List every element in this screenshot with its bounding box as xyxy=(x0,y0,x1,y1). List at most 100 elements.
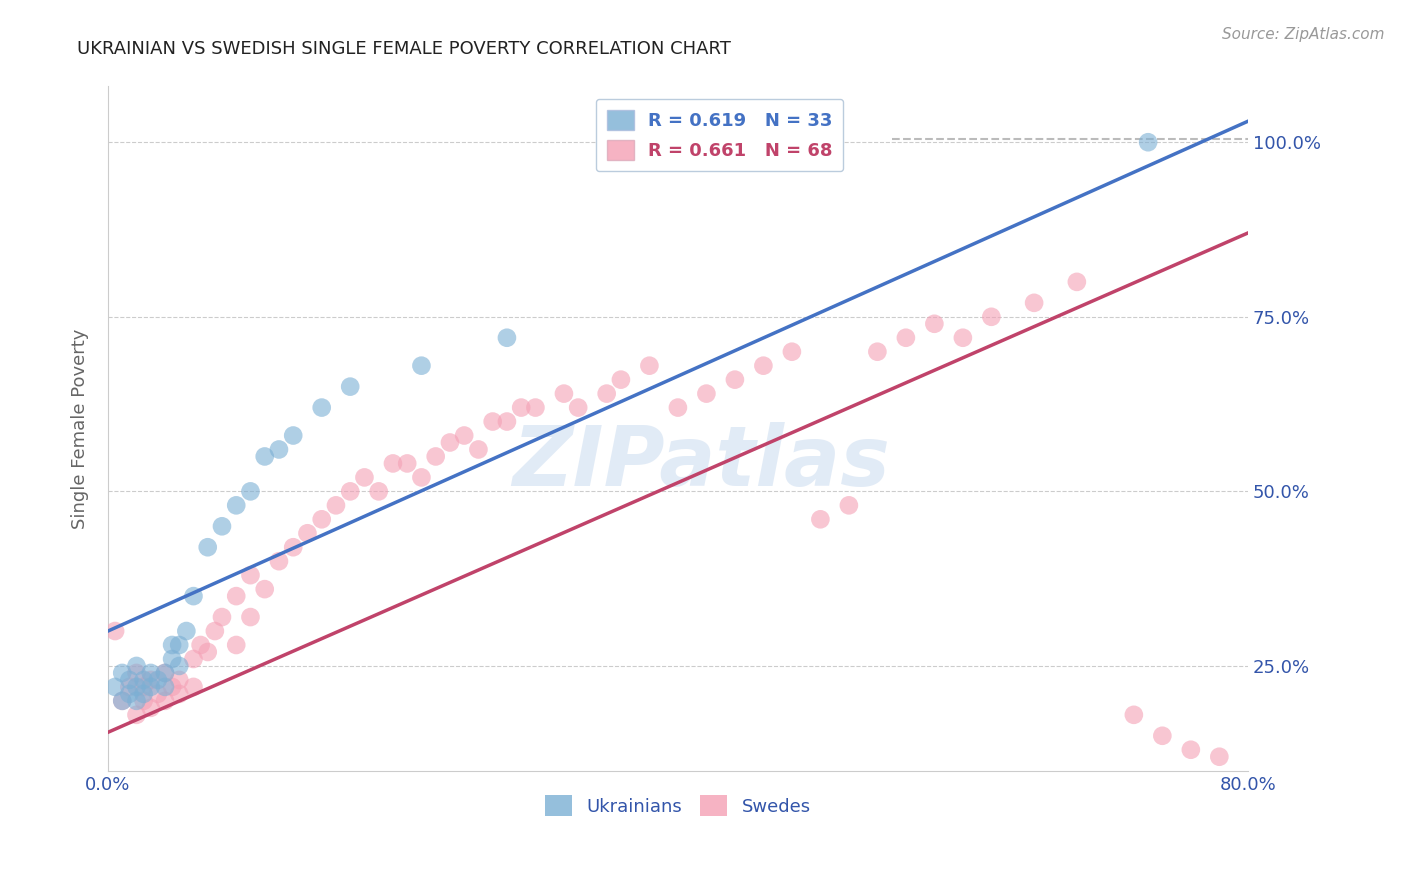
Point xyxy=(239,610,262,624)
Point xyxy=(411,470,433,484)
Point xyxy=(204,624,226,638)
Point xyxy=(780,344,803,359)
Point xyxy=(225,499,247,513)
Point xyxy=(481,415,503,429)
Point xyxy=(267,442,290,457)
Point xyxy=(239,568,262,582)
Point xyxy=(111,694,134,708)
Point xyxy=(132,694,155,708)
Point xyxy=(510,401,533,415)
Point xyxy=(1122,707,1144,722)
Point xyxy=(132,673,155,687)
Point xyxy=(638,359,661,373)
Point xyxy=(153,694,176,708)
Text: UKRAINIAN VS SWEDISH SINGLE FEMALE POVERTY CORRELATION CHART: UKRAINIAN VS SWEDISH SINGLE FEMALE POVER… xyxy=(77,40,731,58)
Point xyxy=(894,331,917,345)
Point xyxy=(924,317,946,331)
Point xyxy=(283,540,305,554)
Point xyxy=(139,701,162,715)
Point xyxy=(111,665,134,680)
Point xyxy=(197,645,219,659)
Y-axis label: Single Female Poverty: Single Female Poverty xyxy=(72,328,89,529)
Point xyxy=(153,665,176,680)
Point xyxy=(808,512,831,526)
Point xyxy=(267,554,290,568)
Point xyxy=(118,680,141,694)
Point xyxy=(125,665,148,680)
Point xyxy=(225,638,247,652)
Point xyxy=(524,401,547,415)
Point xyxy=(125,680,148,694)
Point xyxy=(439,435,461,450)
Point xyxy=(496,331,519,345)
Point xyxy=(132,687,155,701)
Point xyxy=(1152,729,1174,743)
Point xyxy=(125,694,148,708)
Point xyxy=(411,359,433,373)
Point xyxy=(211,519,233,533)
Point xyxy=(253,582,276,596)
Point xyxy=(666,401,689,415)
Point xyxy=(146,687,169,701)
Point xyxy=(183,680,205,694)
Point xyxy=(695,386,717,401)
Point xyxy=(1137,135,1160,149)
Point xyxy=(425,450,447,464)
Point xyxy=(297,526,319,541)
Point xyxy=(104,680,127,694)
Point xyxy=(104,624,127,638)
Point xyxy=(453,428,475,442)
Point xyxy=(367,484,389,499)
Point xyxy=(160,638,183,652)
Point xyxy=(153,680,176,694)
Point xyxy=(724,373,747,387)
Point xyxy=(225,589,247,603)
Point xyxy=(838,499,860,513)
Point xyxy=(1066,275,1088,289)
Point xyxy=(167,638,190,652)
Point xyxy=(111,694,134,708)
Point xyxy=(153,665,176,680)
Point xyxy=(139,673,162,687)
Point xyxy=(176,624,198,638)
Point xyxy=(118,687,141,701)
Point xyxy=(353,470,375,484)
Point xyxy=(167,659,190,673)
Point xyxy=(325,499,347,513)
Point xyxy=(125,707,148,722)
Point xyxy=(167,687,190,701)
Point xyxy=(952,331,974,345)
Point xyxy=(183,652,205,666)
Point xyxy=(197,540,219,554)
Point xyxy=(211,610,233,624)
Point xyxy=(339,484,361,499)
Point xyxy=(118,673,141,687)
Point xyxy=(139,680,162,694)
Point xyxy=(381,457,404,471)
Point xyxy=(160,680,183,694)
Point xyxy=(595,386,617,401)
Point xyxy=(167,673,190,687)
Point xyxy=(396,457,419,471)
Point xyxy=(253,450,276,464)
Point xyxy=(183,589,205,603)
Point xyxy=(160,652,183,666)
Point xyxy=(239,484,262,499)
Point xyxy=(146,673,169,687)
Point xyxy=(467,442,489,457)
Text: ZIPatlas: ZIPatlas xyxy=(512,422,890,503)
Point xyxy=(866,344,889,359)
Point xyxy=(190,638,212,652)
Point xyxy=(283,428,305,442)
Point xyxy=(339,379,361,393)
Point xyxy=(311,401,333,415)
Point xyxy=(1208,749,1230,764)
Legend: Ukrainians, Swedes: Ukrainians, Swedes xyxy=(537,788,818,823)
Point xyxy=(311,512,333,526)
Point xyxy=(980,310,1002,324)
Text: Source: ZipAtlas.com: Source: ZipAtlas.com xyxy=(1222,27,1385,42)
Point xyxy=(132,680,155,694)
Point xyxy=(553,386,575,401)
Point xyxy=(752,359,775,373)
Point xyxy=(610,373,633,387)
